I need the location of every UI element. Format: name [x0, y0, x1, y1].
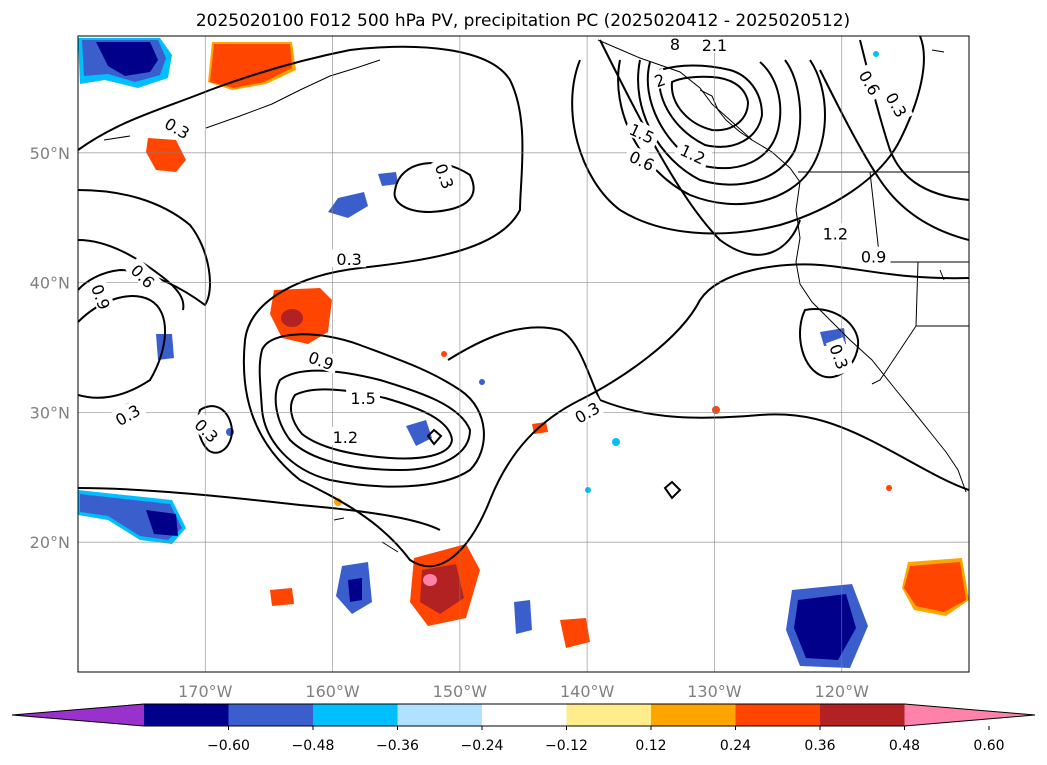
contour-label-bg	[623, 144, 662, 176]
contour-label-bg	[332, 249, 367, 268]
contour-label-bg	[825, 337, 855, 376]
contour-label-bg	[346, 388, 381, 407]
lat-tick-label: 20°N	[30, 533, 70, 552]
contour-label-text: 1.2	[333, 428, 358, 447]
colorbar-tick-label: −0.48	[292, 738, 335, 754]
contour-label-bg	[107, 397, 147, 431]
contour-label: 1.5	[346, 388, 381, 408]
contour-label-bg	[667, 36, 682, 52]
colorbar-tick-label: 0.12	[635, 738, 666, 754]
contour-label-bg	[302, 345, 341, 374]
colorbar-tick-label: 0.36	[804, 738, 835, 754]
contour-label-text: 0.9	[861, 248, 886, 267]
contour-label: 8	[667, 35, 682, 54]
colorbar-segment	[566, 704, 651, 726]
contour-label-bg	[188, 411, 226, 449]
contour-label: 1.2	[818, 223, 853, 243]
lon-tick-label: 170°W	[178, 682, 233, 701]
contour-label-bg	[674, 137, 713, 169]
contour-label-text: 2.1	[702, 36, 727, 55]
map-frame	[77, 35, 970, 673]
contour-label-bg	[818, 223, 853, 242]
contour-label-bg	[158, 110, 198, 144]
colorbar-tick-label: 0.60	[973, 738, 1004, 754]
colorbar-segment	[820, 704, 905, 726]
colorbar-segment	[735, 704, 820, 726]
contour-label: 1.2	[328, 427, 363, 447]
longitude-tick-labels: 170°W 160°W 150°W 140°W 130°W 120°W	[178, 682, 869, 701]
contour-label: 2	[649, 68, 670, 91]
colorbar-segment	[228, 704, 313, 726]
colorbar-tick-label: −0.36	[376, 738, 419, 754]
coastlines	[103, 39, 969, 553]
colorbar-segments	[11, 703, 1036, 727]
map-area: 0.30.60.90.3 0.30.30.30.91.51.20.30.61.51…	[77, 35, 970, 673]
contour-label-bg	[567, 395, 606, 428]
map-title: 2025020100 F012 500 hPa PV, precipitatio…	[196, 11, 850, 31]
contour-label-text: 1.2	[823, 224, 848, 243]
contour-label: 2.1	[697, 36, 732, 55]
lon-tick-label: 120°W	[815, 682, 870, 701]
lon-tick-label: 140°W	[560, 682, 615, 701]
colorbar-segment	[397, 704, 482, 726]
colorbar-tick-label: 0.24	[720, 738, 751, 754]
lon-tick-label: 130°W	[687, 682, 742, 701]
contour-label-text: 1.5	[350, 389, 375, 408]
colorbar: −0.60 −0.48 −0.36 −0.24 −0.12 0.12 0.24 0.36 0.4…	[11, 703, 1036, 754]
contour-label-bg	[87, 277, 117, 316]
colorbar-tick-label: 0.48	[889, 738, 920, 754]
latitude-tick-labels: 20°N 30°N 40°N 50°N	[30, 144, 70, 552]
colorbar-extend-low	[12, 704, 144, 726]
contour-label: 0.9	[856, 246, 891, 267]
colorbar-tick-label: −0.12	[545, 738, 588, 754]
map-background	[78, 36, 969, 672]
colorbar-segment	[144, 704, 229, 726]
lat-tick-label: 40°N	[30, 274, 70, 293]
lon-tick-label: 150°W	[433, 682, 488, 701]
colorbar-segment	[313, 704, 398, 726]
lon-tick-label: 160°W	[305, 682, 360, 701]
contour-label-bg	[856, 246, 891, 265]
colorbar-segment	[651, 704, 736, 726]
colorbar-tick-label: −0.60	[207, 738, 250, 754]
contour-label-bg	[854, 63, 887, 102]
contour-label-bg	[881, 85, 914, 124]
contour-label-bg	[328, 427, 363, 446]
contour-label-bg	[623, 117, 662, 148]
graticule	[78, 36, 969, 672]
colorbar-segment	[482, 704, 567, 726]
lat-tick-label: 30°N	[30, 403, 70, 422]
contour-label: 0.3	[332, 249, 367, 269]
lat-tick-label: 50°N	[30, 144, 70, 163]
colorbar-extend-high	[904, 704, 1035, 726]
precipitation-shading	[78, 38, 969, 668]
contour-label-bg	[125, 257, 163, 294]
colorbar-border	[11, 703, 1036, 727]
contour-label-bg	[697, 36, 732, 54]
contour-label-bg	[649, 68, 670, 91]
contour-label-text: 8	[670, 35, 680, 54]
contour-label-bg	[431, 156, 460, 195]
colorbar-tick-labels: −0.60 −0.48 −0.36 −0.24 −0.12 0.12 0.24 0.36 0.4…	[207, 726, 1005, 754]
contour-label-text: 0.3	[336, 250, 361, 269]
pv-contours	[78, 36, 969, 568]
colorbar-tick-label: −0.24	[461, 738, 504, 754]
